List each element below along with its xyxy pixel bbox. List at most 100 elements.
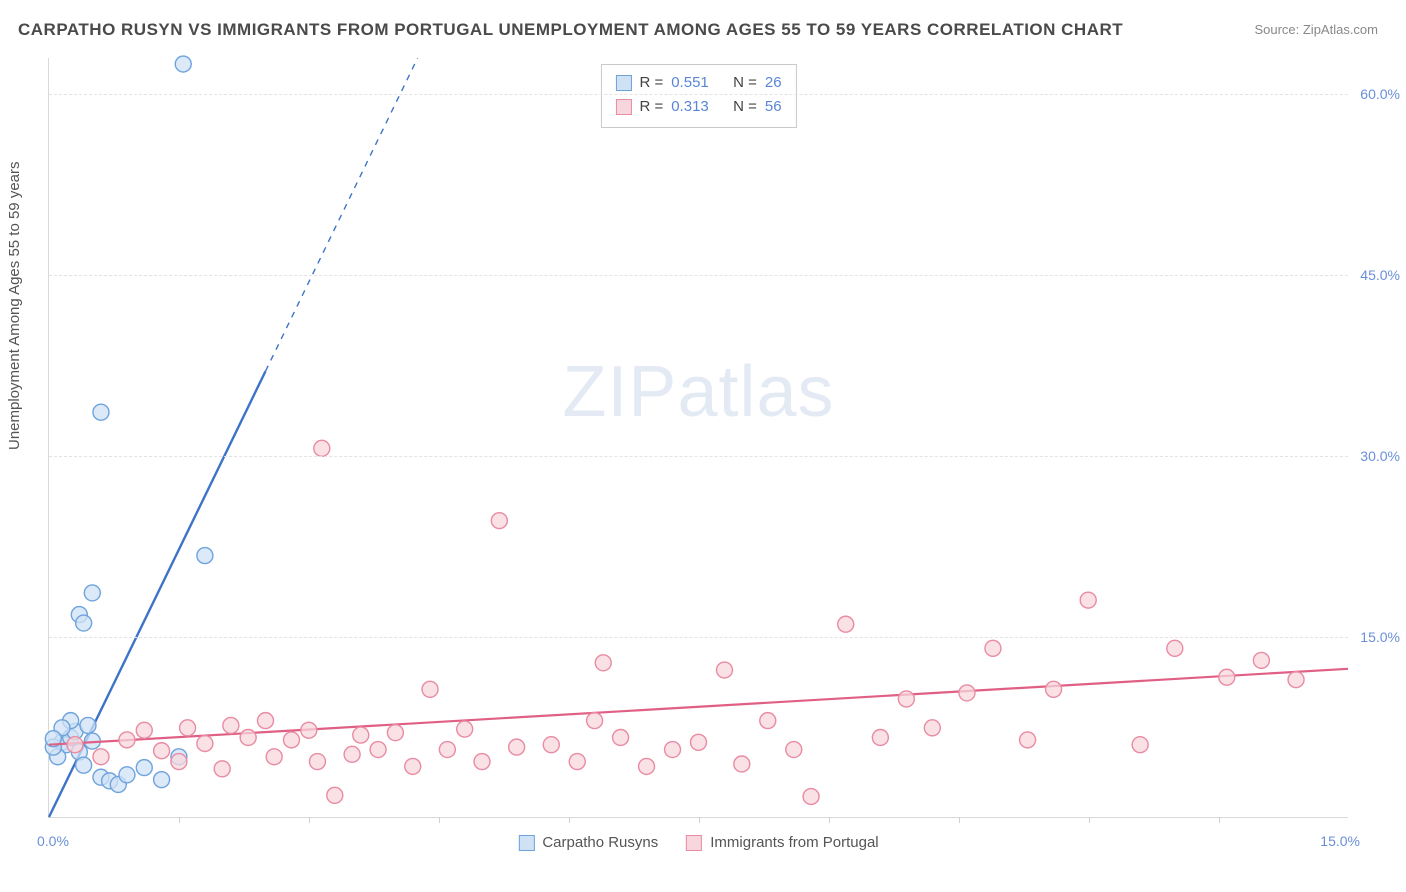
r-value-series1: 0.551 [671,71,709,95]
data-point [595,655,611,671]
data-point [309,754,325,770]
data-point [136,760,152,776]
data-point [509,739,525,755]
y-tick-label: 60.0% [1350,86,1400,102]
data-point [422,681,438,697]
data-point [665,742,681,758]
data-point [76,757,92,773]
swatch-series2 [615,99,631,115]
data-point [344,746,360,762]
data-point [1288,672,1304,688]
scatter-svg [49,58,1348,817]
x-tick-mark [439,817,440,823]
x-axis-max-label: 15.0% [1320,833,1360,849]
swatch-series1 [615,75,631,91]
data-point [387,725,403,741]
data-point [314,440,330,456]
data-point [119,732,135,748]
x-tick-mark [699,817,700,823]
data-point [1020,732,1036,748]
legend-swatch-series1 [518,835,534,851]
data-point [734,756,750,772]
data-point [84,585,100,601]
data-point [985,640,1001,656]
data-point [76,615,92,631]
data-point [119,767,135,783]
stats-row-series1: R = 0.551 N = 26 [615,71,781,95]
gridline-h [49,456,1348,457]
data-point [240,729,256,745]
trend-line-extrapolated [266,58,418,371]
legend-item-series2: Immigrants from Portugal [686,834,878,851]
data-point [154,743,170,759]
data-point [283,732,299,748]
source-link[interactable]: ZipAtlas.com [1303,22,1378,37]
data-point [1046,681,1062,697]
y-axis-label: Unemployment Among Ages 55 to 59 years [6,161,23,450]
data-point [197,548,213,564]
data-point [171,754,187,770]
data-point [93,404,109,420]
x-tick-mark [179,817,180,823]
r-label: R = [639,71,663,95]
x-tick-mark [829,817,830,823]
x-tick-mark [1089,817,1090,823]
data-point [716,662,732,678]
n-value-series1: 26 [765,71,782,95]
n-label: N = [733,95,757,119]
x-tick-mark [569,817,570,823]
data-point [872,729,888,745]
plot-area: ZIPatlas R = 0.551 N = 26 R = 0.313 N = … [48,58,1348,818]
legend-label-series1: Carpatho Rusyns [542,834,658,851]
n-label: N = [733,71,757,95]
data-point [959,685,975,701]
data-point [370,742,386,758]
legend-label-series2: Immigrants from Portugal [710,834,878,851]
data-point [491,513,507,529]
data-point [924,720,940,736]
legend-item-series1: Carpatho Rusyns [518,834,658,851]
data-point [180,720,196,736]
chart-title: CARPATHO RUSYN VS IMMIGRANTS FROM PORTUG… [18,20,1123,40]
data-point [1132,737,1148,753]
data-point [1253,652,1269,668]
data-point [457,721,473,737]
data-point [569,754,585,770]
data-point [136,722,152,738]
data-point [154,772,170,788]
data-point [1219,669,1235,685]
y-tick-label: 30.0% [1350,448,1400,464]
data-point [353,727,369,743]
gridline-h [49,94,1348,95]
data-point [613,729,629,745]
data-point [67,737,83,753]
data-point [898,691,914,707]
data-point [266,749,282,765]
data-point [1167,640,1183,656]
source-attribution: Source: ZipAtlas.com [1254,22,1378,37]
data-point [214,761,230,777]
y-tick-label: 45.0% [1350,267,1400,283]
data-point [543,737,559,753]
gridline-h [49,637,1348,638]
r-label: R = [639,95,663,119]
data-point [301,722,317,738]
data-point [197,736,213,752]
x-tick-mark [309,817,310,823]
data-point [1080,592,1096,608]
data-point [405,758,421,774]
source-prefix: Source: [1254,22,1302,37]
data-point [803,789,819,805]
data-point [474,754,490,770]
data-point [691,734,707,750]
x-axis-min-label: 0.0% [37,833,69,849]
legend: Carpatho Rusyns Immigrants from Portugal [518,834,878,851]
x-tick-mark [959,817,960,823]
data-point [258,713,274,729]
y-tick-label: 15.0% [1350,629,1400,645]
n-value-series2: 56 [765,95,782,119]
data-point [223,717,239,733]
data-point [93,749,109,765]
data-point [786,742,802,758]
x-tick-mark [1219,817,1220,823]
